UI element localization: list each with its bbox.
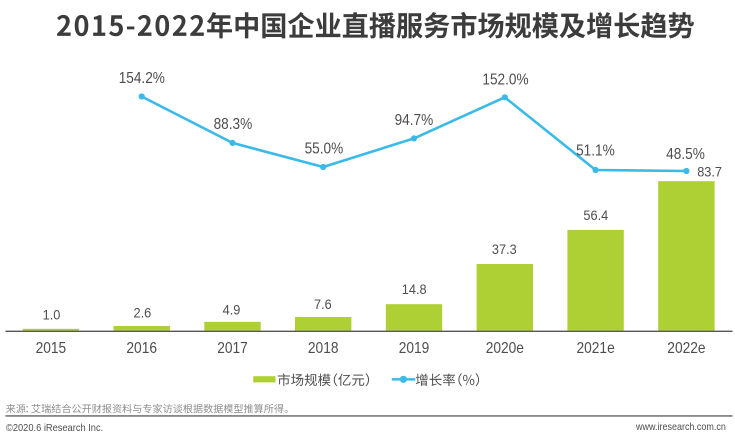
svg-text:48.5%: 48.5% [666,146,705,163]
svg-text:83.7: 83.7 [697,164,722,180]
svg-text:94.7%: 94.7% [395,112,434,129]
svg-text:152.0%: 152.0% [482,72,528,89]
svg-text:1.0: 1.0 [43,307,61,323]
svg-text:2015: 2015 [36,339,67,357]
svg-text:2.6: 2.6 [134,305,152,321]
svg-text:37.3: 37.3 [492,241,517,257]
svg-text:2020e: 2020e [486,339,524,357]
svg-text:2017: 2017 [217,339,248,357]
svg-text:2022e: 2022e [667,339,705,357]
svg-text:14.8: 14.8 [402,281,427,297]
svg-text:www.iresearch.com.cn: www.iresearch.com.cn [635,422,726,434]
svg-text:2019: 2019 [399,339,430,357]
svg-text:55.0%: 55.0% [305,141,344,158]
svg-text:2021e: 2021e [576,339,614,357]
svg-text:2018: 2018 [308,339,339,357]
svg-text:©2020.6 iResearch Inc.: ©2020.6 iResearch Inc. [6,423,103,434]
svg-text:154.2%: 154.2% [119,70,165,87]
svg-text:4.9: 4.9 [223,302,241,318]
svg-text:88.3%: 88.3% [214,116,253,133]
svg-text:7.6: 7.6 [314,296,332,312]
svg-text:56.4: 56.4 [583,207,608,223]
svg-text:2016: 2016 [126,339,157,357]
svg-text:51.1%: 51.1% [576,143,615,160]
